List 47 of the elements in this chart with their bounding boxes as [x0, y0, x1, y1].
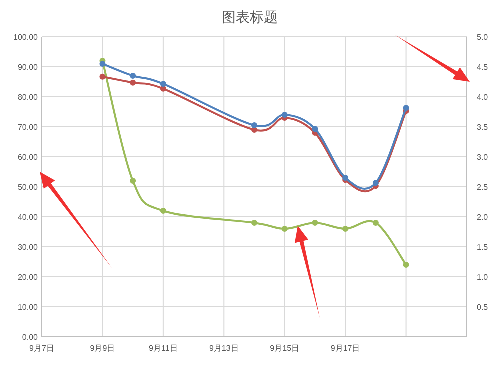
y2-tick-label: 1.0: [477, 273, 489, 282]
point: [100, 74, 106, 80]
point: [130, 80, 136, 86]
y-tick-label: 60.00: [18, 153, 39, 162]
point: [403, 105, 410, 112]
y2-tick-label: 1.5: [477, 243, 489, 252]
point: [100, 61, 106, 67]
point: [312, 126, 318, 132]
chart-title: 图表标题: [222, 9, 278, 25]
x-tick-label: 9月17日: [330, 344, 360, 353]
y2-tick-label: 4.0: [477, 93, 489, 102]
point: [282, 112, 288, 118]
point: [252, 122, 258, 128]
point: [160, 81, 166, 88]
point: [372, 220, 379, 226]
point: [342, 226, 349, 232]
point: [342, 175, 349, 181]
y-tick-label: 90.00: [18, 63, 39, 72]
point: [160, 208, 166, 214]
y2-tick-label: 5.0: [477, 33, 489, 42]
x-tick-label: 9月11日: [149, 344, 178, 353]
y2-tick-label: 0.5: [477, 303, 489, 312]
point: [282, 226, 288, 232]
y-tick-label: 0.00: [22, 333, 39, 342]
y2-tick-label: 3.5: [477, 123, 489, 132]
y-tick-label: 50.00: [18, 183, 39, 192]
y-tick-label: 70.00: [18, 123, 39, 132]
y-tick-label: 40.00: [18, 213, 39, 222]
point: [252, 220, 258, 226]
point: [372, 180, 379, 186]
y-tick-label: 20.00: [18, 273, 39, 282]
y2-tick-label: 4.5: [477, 63, 489, 72]
y-tick-label: 10.00: [18, 303, 39, 312]
y2-tick-label: 3.0: [477, 153, 489, 162]
x-tick-label: 9月13日: [209, 344, 239, 353]
x-tick-label: 9月9日: [90, 344, 116, 353]
x-tick-label: 9月7日: [30, 344, 54, 353]
point: [130, 178, 136, 184]
y-tick-label: 30.00: [18, 243, 39, 252]
x-tick-label: 9月15日: [270, 344, 300, 353]
y2-tick-label: 2.0: [477, 213, 489, 222]
point: [403, 262, 410, 268]
y-tick-label: 80.00: [18, 93, 39, 102]
y-tick-label: 100.00: [14, 33, 39, 42]
point: [312, 220, 318, 226]
y2-tick-label: 2.5: [477, 183, 489, 192]
point: [130, 73, 136, 79]
